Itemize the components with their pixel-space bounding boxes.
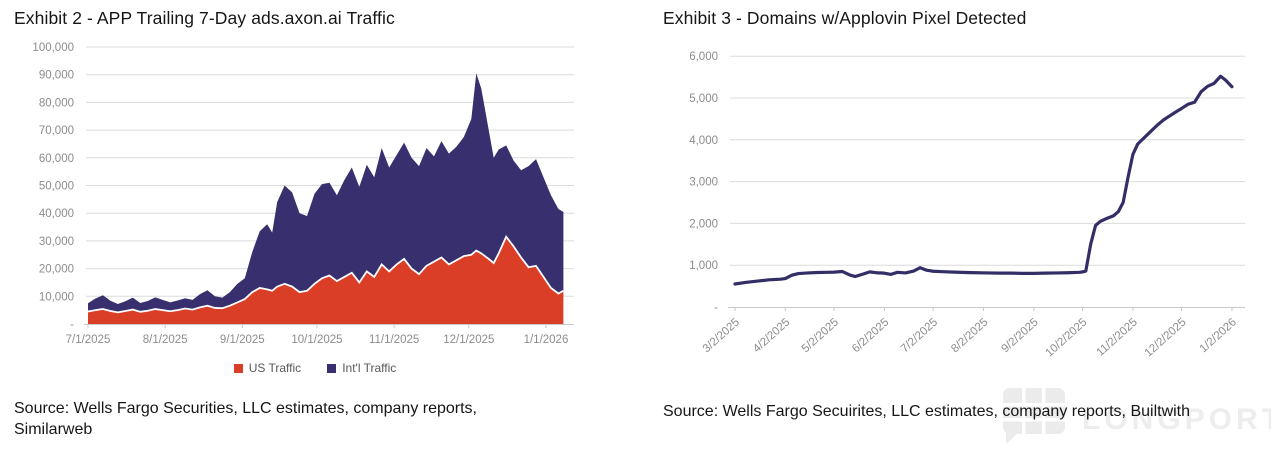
y-axis-label: 70,000 xyxy=(39,125,74,137)
x-axis-label: 12/1/2025 xyxy=(443,334,494,346)
y-axis-label: 2,000 xyxy=(689,218,718,230)
watermark-logo-tail xyxy=(1006,430,1020,444)
x-axis-label: 5/2/2025 xyxy=(800,316,841,355)
area-series-0 xyxy=(88,236,564,324)
y-axis-label: 30,000 xyxy=(39,236,74,248)
watermark-text: LONGPORT xyxy=(1082,403,1271,436)
series-boundary xyxy=(87,235,564,314)
x-axis-label: 7/1/2025 xyxy=(66,334,111,346)
watermark-grid-line xyxy=(1003,403,1065,407)
y-axis-label: 10,000 xyxy=(39,291,74,303)
exhibit3-source: Source: Wells Fargo Secuirites, LLC esti… xyxy=(663,403,1191,420)
x-axis-label: 9/1/2025 xyxy=(220,334,265,346)
legend-item: US Traffic xyxy=(233,361,302,375)
legend-swatch xyxy=(233,363,243,373)
x-axis-label: 11/2/2025 xyxy=(1094,316,1139,359)
y-axis-label: 3,000 xyxy=(689,177,718,189)
watermark-logo-icon xyxy=(1003,388,1065,434)
y-axis-label: 4,000 xyxy=(689,135,718,147)
x-axis-label: 7/2/2025 xyxy=(899,316,940,355)
y-axis-label: - xyxy=(714,302,718,314)
x-axis-label: 9/2/2025 xyxy=(1000,316,1041,355)
exhibit3-title: Exhibit 3 - Domains w/Applovin Pixel Det… xyxy=(663,8,1027,28)
exhibit2-legend: US Traffic Int'l Traffic xyxy=(0,361,630,375)
watermark-grid-line xyxy=(1042,388,1046,434)
x-axis-label: 1/2/2026 xyxy=(1198,316,1239,355)
area-series-1 xyxy=(88,73,564,313)
longport-watermark: LONGPORT xyxy=(1003,388,1271,444)
x-axis-label: 1/1/2026 xyxy=(524,334,569,346)
y-axis-label: 1,000 xyxy=(689,260,718,272)
y-axis-label: 6,000 xyxy=(689,51,718,63)
line-series xyxy=(733,74,1234,286)
y-axis-label: 100,000 xyxy=(32,42,74,54)
exhibit2-stacked-area-chart: - 10,000 20,000 30,000 40,000 50,000 60,000 70,… xyxy=(32,42,574,346)
y-axis-label: 40,000 xyxy=(39,208,74,220)
x-axis-label: 4/2/2025 xyxy=(751,316,792,355)
x-axis-label: 10/2/2025 xyxy=(1043,316,1089,359)
y-axis-label: 20,000 xyxy=(39,264,74,276)
x-axis-label: 8/1/2025 xyxy=(143,334,188,346)
x-axis-label: 11/1/2025 xyxy=(369,334,419,346)
watermark-grid-line xyxy=(1022,388,1026,434)
y-axis-label: 60,000 xyxy=(39,153,74,165)
x-axis-label: 12/2/2025 xyxy=(1143,316,1189,359)
legend-swatch xyxy=(327,363,337,373)
legend-label: Int'l Traffic xyxy=(342,361,397,375)
y-axis-label: 5,000 xyxy=(689,93,718,105)
x-axis-label: 6/2/2025 xyxy=(850,316,891,355)
y-axis-label: - xyxy=(70,319,74,331)
legend-label: US Traffic xyxy=(248,361,302,375)
y-axis-label: 50,000 xyxy=(39,181,74,193)
legend-item: Int'l Traffic xyxy=(327,361,396,375)
watermark-grid-line xyxy=(1003,418,1065,422)
x-axis-label: 8/2/2025 xyxy=(949,316,990,355)
exhibit3-line-chart: - 1,000 2,000 3,000 4,000 5,000 6,000 3/2/2025 4… xyxy=(689,51,1245,359)
y-axis-label: 80,000 xyxy=(39,97,74,109)
y-axis-label: 90,000 xyxy=(39,70,74,82)
exhibit2-title: Exhibit 2 - APP Trailing 7-Day ads.axon.… xyxy=(14,8,395,28)
exhibit2-source: Source: Wells Fargo Securities, LLC esti… xyxy=(14,400,477,438)
x-axis-label: 3/2/2025 xyxy=(701,316,742,355)
x-axis-label: 10/1/2025 xyxy=(291,334,342,346)
